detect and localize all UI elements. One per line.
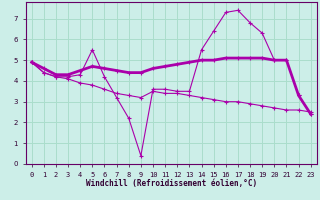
X-axis label: Windchill (Refroidissement éolien,°C): Windchill (Refroidissement éolien,°C) [86, 179, 257, 188]
